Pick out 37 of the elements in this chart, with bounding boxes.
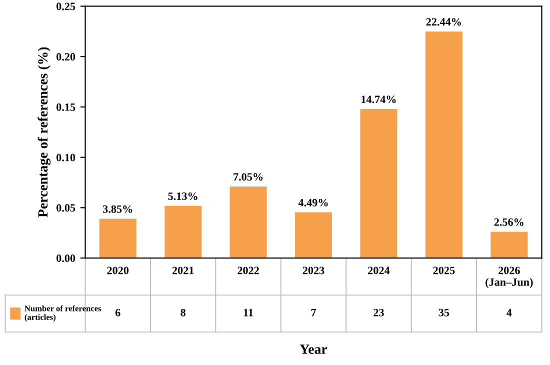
bar — [99, 218, 136, 258]
x-tick-label: 2021 — [172, 266, 194, 274]
y-tick-label: 0.20 — [56, 53, 76, 61]
data-label: 3.85% — [103, 205, 132, 213]
x-tick-label: 2023 — [302, 266, 324, 274]
data-label: 22.44% — [426, 18, 461, 26]
data-label: 7.05% — [234, 173, 263, 181]
y-tick-label: 0.00 — [56, 254, 76, 262]
text: 35 — [438, 308, 450, 316]
text: 7 — [311, 308, 316, 316]
bar — [164, 206, 202, 258]
data-label: 4.49% — [298, 198, 328, 206]
y-tick-label: 0.15 — [56, 103, 76, 111]
text: 8 — [180, 308, 186, 316]
x-tick-label: 2025 — [433, 266, 455, 274]
y-axis-title: Percentage of references (%) — [38, 47, 51, 218]
bar — [230, 186, 267, 258]
y-tick-label: 0.25 — [56, 2, 76, 10]
x-axis-title: Year — [300, 344, 328, 354]
bar — [295, 212, 332, 258]
bar — [360, 109, 398, 258]
text: 6 — [115, 308, 120, 316]
data-label: 5.13% — [168, 192, 198, 200]
data-label: 2.56% — [494, 218, 524, 226]
x-tick-label: 2022 — [238, 266, 259, 274]
y-tick-label: 0.05 — [56, 204, 76, 212]
bar — [490, 232, 528, 258]
legend-label: Number of references (articles) — [24, 305, 102, 322]
x-tick-label: 2026 (Jan–Jun) — [486, 266, 533, 288]
text: 11 — [244, 308, 253, 316]
data-label: 14.74% — [362, 96, 396, 104]
x-tick-label: 2024 — [368, 266, 390, 274]
y-tick-label: 0.10 — [56, 154, 76, 162]
text: 4 — [506, 308, 512, 316]
bar — [425, 31, 462, 258]
x-tick-label: 2020 — [107, 266, 129, 274]
text: 23 — [374, 308, 384, 316]
